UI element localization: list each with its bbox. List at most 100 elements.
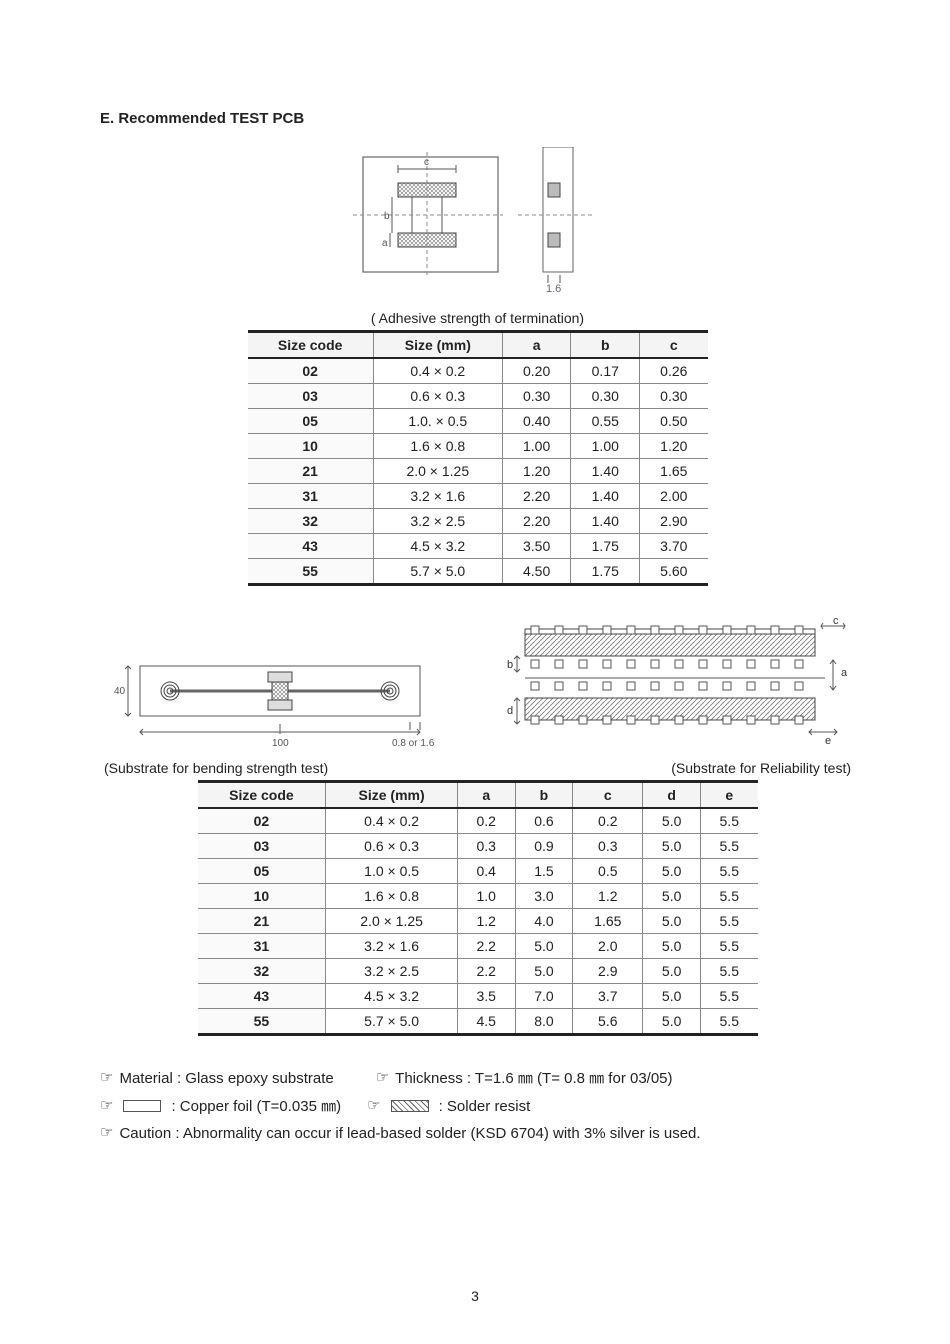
table-cell: 5.7 × 5.0 xyxy=(373,559,502,585)
table-cell: 10 xyxy=(198,884,326,909)
table-cell: 5.5 xyxy=(701,1009,758,1035)
svg-text:b: b xyxy=(384,211,390,222)
table-cell: 2.2 xyxy=(457,934,515,959)
table-cell: 32 xyxy=(198,959,326,984)
table-cell: 5.7 × 5.0 xyxy=(326,1009,458,1035)
svg-text:0.8 or 1.6: 0.8 or 1.6 xyxy=(392,738,435,749)
table-cell: 0.4 × 0.2 xyxy=(373,358,502,384)
svg-text:100: 100 xyxy=(272,738,289,749)
table-cell: 0.6 × 0.3 xyxy=(373,384,502,409)
table-cell: 1.00 xyxy=(502,434,571,459)
table-cell: 1.2 xyxy=(457,909,515,934)
section-title: E. Recommended TEST PCB xyxy=(100,110,855,127)
table-cell: 1.6 × 0.8 xyxy=(373,434,502,459)
table-row: 101.6 × 0.81.001.001.20 xyxy=(248,434,708,459)
table-cell: 1.6 × 0.8 xyxy=(326,884,458,909)
table-cell: 55 xyxy=(248,559,374,585)
table-cell: 2.00 xyxy=(640,484,708,509)
table-cell: 0.40 xyxy=(502,409,571,434)
table-cell: 4.5 xyxy=(457,1009,515,1035)
svg-text:d: d xyxy=(507,705,513,717)
table-row: 323.2 × 2.52.25.02.95.05.5 xyxy=(198,959,758,984)
table-cell: 1.40 xyxy=(571,509,640,534)
legend: ☞ Material : Glass epoxy substrate ☞ Thi… xyxy=(100,1066,855,1147)
svg-text:e: e xyxy=(825,735,831,747)
table-cell: 4.50 xyxy=(502,559,571,585)
table-cell: 3.0 xyxy=(515,884,573,909)
table-cell: 55 xyxy=(198,1009,326,1035)
table-cell: 5.0 xyxy=(515,934,573,959)
table-cell: 05 xyxy=(248,409,374,434)
table-row: 020.4 × 0.20.200.170.26 xyxy=(248,358,708,384)
table-cell: 1.20 xyxy=(640,434,708,459)
table-row: 555.7 × 5.04.501.755.60 xyxy=(248,559,708,585)
table-header: e xyxy=(701,782,758,809)
table-cell: 5.5 xyxy=(701,859,758,884)
table-cell: 1.75 xyxy=(571,559,640,585)
table-header: c xyxy=(573,782,643,809)
copper-foil-icon xyxy=(123,1100,161,1112)
table-cell: 3.50 xyxy=(502,534,571,559)
table-cell: 5.0 xyxy=(643,884,701,909)
table-cell: 5.60 xyxy=(640,559,708,585)
table-reliability: Size codeSize (mm)abcde 020.4 × 0.20.20.… xyxy=(198,780,758,1036)
table-cell: 03 xyxy=(248,384,374,409)
table-cell: 0.3 xyxy=(573,834,643,859)
pointer-icon: ☞ xyxy=(367,1094,380,1120)
table-header: a xyxy=(457,782,515,809)
table-header: b xyxy=(571,332,640,359)
table-cell: 0.9 xyxy=(515,834,573,859)
table-header: Size code xyxy=(248,332,374,359)
table-cell: 2.0 × 1.25 xyxy=(326,909,458,934)
table-cell: 0.26 xyxy=(640,358,708,384)
table-row: 030.6 × 0.30.30.90.35.05.5 xyxy=(198,834,758,859)
svg-text:40: 40 xyxy=(114,686,126,697)
table-cell: 5.0 xyxy=(643,834,701,859)
table-cell: 4.5 × 3.2 xyxy=(373,534,502,559)
table-cell: 8.0 xyxy=(515,1009,573,1035)
table-row: 051.0. × 0.50.400.550.50 xyxy=(248,409,708,434)
table-cell: 5.5 xyxy=(701,834,758,859)
caption-reliability: (Substrate for Reliability test) xyxy=(671,760,851,776)
table-cell: 0.2 xyxy=(457,808,515,834)
table-cell: 0.2 xyxy=(573,808,643,834)
table-cell: 32 xyxy=(248,509,374,534)
svg-text:c: c xyxy=(833,616,839,627)
table-cell: 5.5 xyxy=(701,884,758,909)
table-row: 030.6 × 0.30.300.300.30 xyxy=(248,384,708,409)
table-cell: 5.0 xyxy=(643,959,701,984)
table-cell: 2.2 xyxy=(457,959,515,984)
table-header: Size (mm) xyxy=(326,782,458,809)
table-cell: 1.40 xyxy=(571,459,640,484)
table-cell: 0.30 xyxy=(640,384,708,409)
table-cell: 2.0 × 1.25 xyxy=(373,459,502,484)
table-cell: 5.0 xyxy=(515,959,573,984)
table-cell: 2.20 xyxy=(502,509,571,534)
svg-text:a: a xyxy=(841,667,848,679)
table-cell: 03 xyxy=(198,834,326,859)
table-cell: 0.4 × 0.2 xyxy=(326,808,458,834)
svg-text:c: c xyxy=(424,157,429,168)
table-cell: 3.5 xyxy=(457,984,515,1009)
table-cell: 10 xyxy=(248,434,374,459)
table-cell: 5.5 xyxy=(701,984,758,1009)
table-row: 020.4 × 0.20.20.60.25.05.5 xyxy=(198,808,758,834)
diagram-adhesive: c b a 1.6 xyxy=(100,147,855,292)
table-header: a xyxy=(502,332,571,359)
table-cell: 5.5 xyxy=(701,934,758,959)
table-row: 051.0 × 0.50.41.50.55.05.5 xyxy=(198,859,758,884)
table-row: 555.7 × 5.04.58.05.65.05.5 xyxy=(198,1009,758,1035)
table-cell: 1.5 xyxy=(515,859,573,884)
pointer-icon: ☞ xyxy=(100,1094,113,1120)
solder-resist-icon xyxy=(391,1100,429,1112)
table-cell: 5.0 xyxy=(643,859,701,884)
legend-thickness: Thickness : T=1.6 ㎜ (T= 0.8 ㎜ for 03/05) xyxy=(395,1066,672,1092)
table-cell: 3.2 × 2.5 xyxy=(326,959,458,984)
table-row: 212.0 × 1.251.24.01.655.05.5 xyxy=(198,909,758,934)
table-header: c xyxy=(640,332,708,359)
diagram1-thickness-label: 1.6 xyxy=(546,283,561,292)
table-cell: 5.0 xyxy=(643,808,701,834)
table-header: Size (mm) xyxy=(373,332,502,359)
table-cell: 3.2 × 1.6 xyxy=(373,484,502,509)
caption-adhesive: ( Adhesive strength of termination) xyxy=(100,310,855,326)
